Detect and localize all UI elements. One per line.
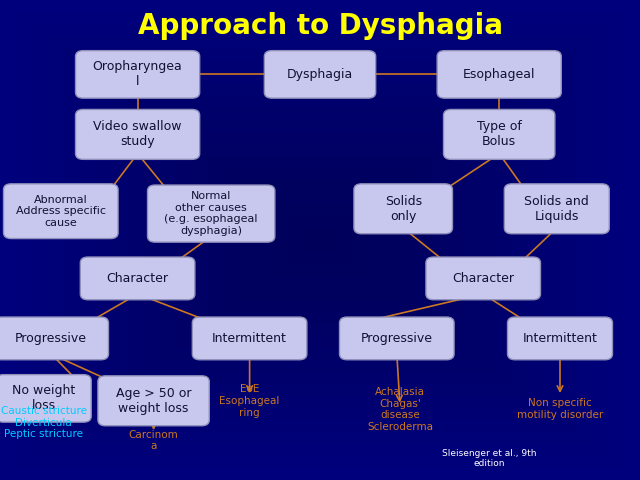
Bar [288, 216, 352, 264]
Bar [208, 156, 432, 324]
FancyBboxPatch shape [339, 317, 454, 360]
FancyBboxPatch shape [76, 109, 200, 159]
Text: Solids
only: Solids only [385, 195, 422, 223]
Text: Approach to Dysphagia: Approach to Dysphagia [138, 12, 502, 40]
Text: Caustic stricture
Diverticula
Peptic stricture: Caustic stricture Diverticula Peptic str… [1, 406, 86, 439]
Text: Oropharyngea
l: Oropharyngea l [93, 60, 182, 88]
Text: Progressive: Progressive [361, 332, 433, 345]
Bar [224, 168, 416, 312]
Text: Sleisenger et al., 9th
edition: Sleisenger et al., 9th edition [442, 449, 536, 468]
FancyBboxPatch shape [504, 184, 609, 234]
FancyBboxPatch shape [76, 51, 200, 98]
Bar [128, 96, 512, 384]
Text: Type of
Bolus: Type of Bolus [477, 120, 522, 148]
Bar [304, 228, 336, 252]
Text: Video swallow
study: Video swallow study [93, 120, 182, 148]
Text: Character: Character [107, 272, 168, 285]
FancyBboxPatch shape [148, 185, 275, 242]
Text: Non specific
motility disorder: Non specific motility disorder [517, 398, 603, 420]
Text: Age > 50 or
weight loss: Age > 50 or weight loss [116, 387, 191, 415]
FancyBboxPatch shape [192, 317, 307, 360]
Bar [96, 72, 544, 408]
FancyBboxPatch shape [0, 374, 91, 422]
Bar [192, 144, 448, 336]
Bar [48, 36, 592, 444]
Bar [160, 120, 480, 360]
Bar [64, 48, 576, 432]
Bar [144, 108, 496, 372]
Text: Intermittent: Intermittent [523, 332, 597, 345]
Bar [272, 204, 368, 276]
Bar [256, 192, 384, 288]
FancyBboxPatch shape [354, 184, 452, 234]
Bar [176, 132, 464, 348]
FancyBboxPatch shape [437, 51, 561, 98]
FancyBboxPatch shape [264, 51, 376, 98]
Text: Character: Character [452, 272, 514, 285]
FancyBboxPatch shape [426, 257, 540, 300]
Text: EoE
Esophageal
ring: EoE Esophageal ring [220, 384, 280, 418]
Text: Solids and
Liquids: Solids and Liquids [524, 195, 589, 223]
Text: Intermittent: Intermittent [212, 332, 287, 345]
Bar [240, 180, 400, 300]
FancyBboxPatch shape [4, 184, 118, 239]
Text: Esophageal: Esophageal [463, 68, 536, 81]
Text: Dysphagia: Dysphagia [287, 68, 353, 81]
Bar [80, 60, 560, 420]
Text: Carcinom
a: Carcinom a [129, 430, 179, 451]
Text: Achalasia
Chagas'
disease
Scleroderma: Achalasia Chagas' disease Scleroderma [367, 387, 433, 432]
FancyBboxPatch shape [0, 317, 108, 360]
FancyBboxPatch shape [98, 376, 209, 426]
Text: Normal
other causes
(e.g. esophageal
dysphagia): Normal other causes (e.g. esophageal dys… [164, 191, 258, 236]
Text: Abnormal
Address specific
cause: Abnormal Address specific cause [16, 194, 106, 228]
FancyBboxPatch shape [444, 109, 555, 159]
FancyBboxPatch shape [508, 317, 612, 360]
Text: No weight
loss: No weight loss [12, 384, 75, 412]
Text: Progressive: Progressive [15, 332, 87, 345]
Bar [112, 84, 528, 396]
FancyBboxPatch shape [81, 257, 195, 300]
